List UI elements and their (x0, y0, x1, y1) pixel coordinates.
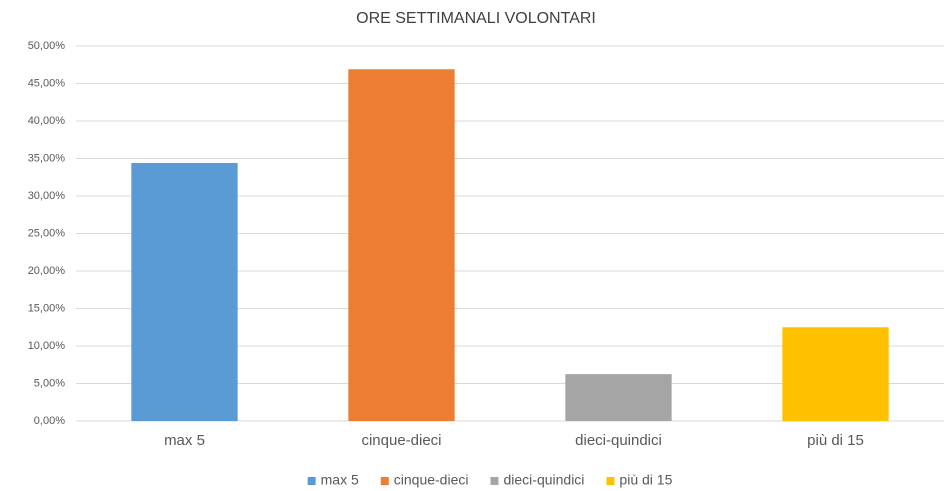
y-tick-label: 20,00% (28, 265, 66, 277)
legend-label: più di 15 (619, 472, 672, 488)
bar (565, 374, 672, 421)
y-tick-label: 30,00% (28, 190, 66, 202)
y-tick-label: 10,00% (28, 340, 66, 352)
x-tick-label: più di 15 (807, 432, 864, 449)
y-tick-label: 15,00% (28, 302, 66, 314)
legend-swatch (307, 477, 316, 485)
legend-swatch (490, 477, 499, 485)
y-tick-label: 50,00% (28, 40, 66, 52)
x-tick-label: dieci-quindici (575, 432, 662, 449)
legend-label: max 5 (321, 472, 359, 488)
legend-swatch (380, 477, 389, 485)
y-tick-label: 35,00% (28, 152, 66, 164)
bar (348, 69, 455, 421)
legend-swatch (606, 477, 615, 485)
legend-label: dieci-quindici (503, 472, 584, 488)
y-tick-label: 45,00% (28, 77, 66, 89)
bar (131, 163, 238, 421)
y-tick-label: 25,00% (28, 227, 66, 239)
chart-title: ORE SETTIMANALI VOLONTARI (356, 10, 596, 27)
x-tick-label: max 5 (164, 432, 205, 449)
y-tick-label: 0,00% (34, 415, 65, 427)
x-tick-label: cinque-dieci (361, 432, 441, 449)
y-tick-label: 5,00% (34, 377, 65, 389)
bar (782, 327, 889, 421)
legend-label: cinque-dieci (394, 472, 469, 488)
y-tick-label: 40,00% (28, 115, 66, 127)
